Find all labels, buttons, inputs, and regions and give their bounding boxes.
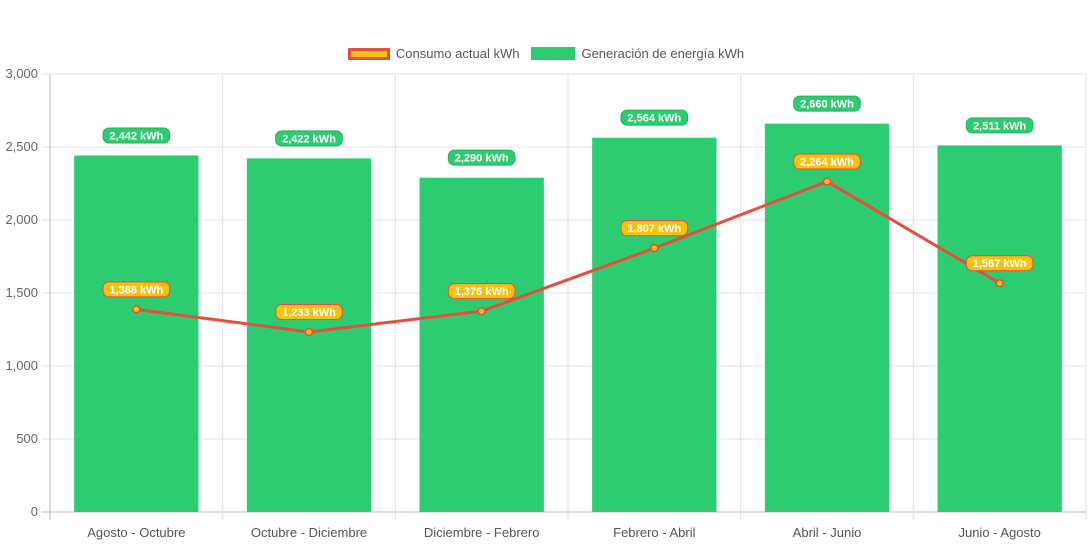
- x-tick-label: Abril - Junio: [793, 525, 862, 540]
- bar-data-label: 2,660 kWh: [800, 99, 854, 111]
- y-tick-label: 1,000: [5, 358, 38, 373]
- legend-label-consumo: Consumo actual kWh: [395, 46, 520, 61]
- line-point[interactable]: [477, 306, 486, 316]
- line-data-label: 1,376 kWh: [455, 286, 509, 298]
- y-tick-label: 0: [31, 504, 38, 519]
- line-data-label: 1,388 kWh: [109, 284, 163, 296]
- series-line-consumo: [136, 179, 1001, 334]
- line-data-label: 1,567 kWh: [973, 258, 1027, 270]
- bar-data-label-bg: [965, 117, 1034, 134]
- line-data-label: 1,233 kWh: [282, 307, 336, 319]
- x-tick-label: Junio - Agosto: [958, 525, 1040, 540]
- chart-legend: Consumo actual kWh Generación de energía…: [0, 46, 1092, 61]
- y-tick-label: 2,500: [5, 139, 38, 154]
- bar-data-label: 2,511 kWh: [973, 120, 1026, 132]
- legend-item-generacion[interactable]: Generación de energía kWh: [531, 46, 744, 61]
- bar-data-label: 2,442 kWh: [109, 130, 163, 142]
- bar-data-label: 2,290 kWh: [455, 153, 509, 165]
- bar-data-label-bg: [275, 130, 343, 147]
- legend-label-generacion: Generación de energía kWh: [581, 46, 745, 61]
- legend-swatch-generacion: [531, 47, 576, 60]
- line-point[interactable]: [304, 327, 314, 337]
- bar[interactable]: [592, 137, 717, 512]
- bar-data-label: 2,422 kWh: [282, 133, 336, 145]
- line-point[interactable]: [822, 177, 832, 186]
- line-data-label-bg: [102, 281, 171, 298]
- legend-swatch-consumo: [347, 47, 390, 60]
- bar[interactable]: [764, 123, 890, 512]
- y-tick-label: 500: [16, 431, 38, 446]
- line-data-label-bg: [447, 283, 516, 300]
- line-data-label-bg: [793, 153, 861, 170]
- line-point[interactable]: [650, 243, 659, 253]
- x-tick-label: Octubre - Diciembre: [251, 525, 367, 540]
- y-tick-label: 3,000: [5, 66, 38, 81]
- bar[interactable]: [74, 155, 199, 512]
- bar-data-label-bg: [447, 149, 516, 166]
- x-tick-label: Agosto - Octubre: [87, 525, 185, 540]
- line-data-label: 2,264 kWh: [800, 156, 854, 168]
- y-tick-label: 1,500: [5, 285, 38, 300]
- legend-item-consumo[interactable]: Consumo actual kWh: [347, 46, 520, 61]
- x-tick-label: Febrero - Abril: [613, 525, 695, 540]
- line-data-label-bg: [275, 303, 343, 320]
- line-data-label-bg: [965, 255, 1034, 272]
- bar-data-label-bg: [620, 109, 689, 126]
- x-tick-label: Diciembre - Febrero: [424, 525, 540, 540]
- line-data-label-bg: [620, 220, 689, 237]
- bar-data-label: 2,564 kWh: [627, 113, 681, 125]
- y-tick-label: 2,000: [5, 212, 38, 227]
- line-point[interactable]: [132, 305, 141, 314]
- line-data-label: 1,807 kWh: [627, 223, 681, 235]
- bar-data-label-bg: [102, 127, 171, 144]
- bar-data-label-bg: [793, 95, 861, 112]
- bar[interactable]: [419, 177, 544, 512]
- bar[interactable]: [937, 145, 1062, 513]
- line-point[interactable]: [995, 278, 1004, 288]
